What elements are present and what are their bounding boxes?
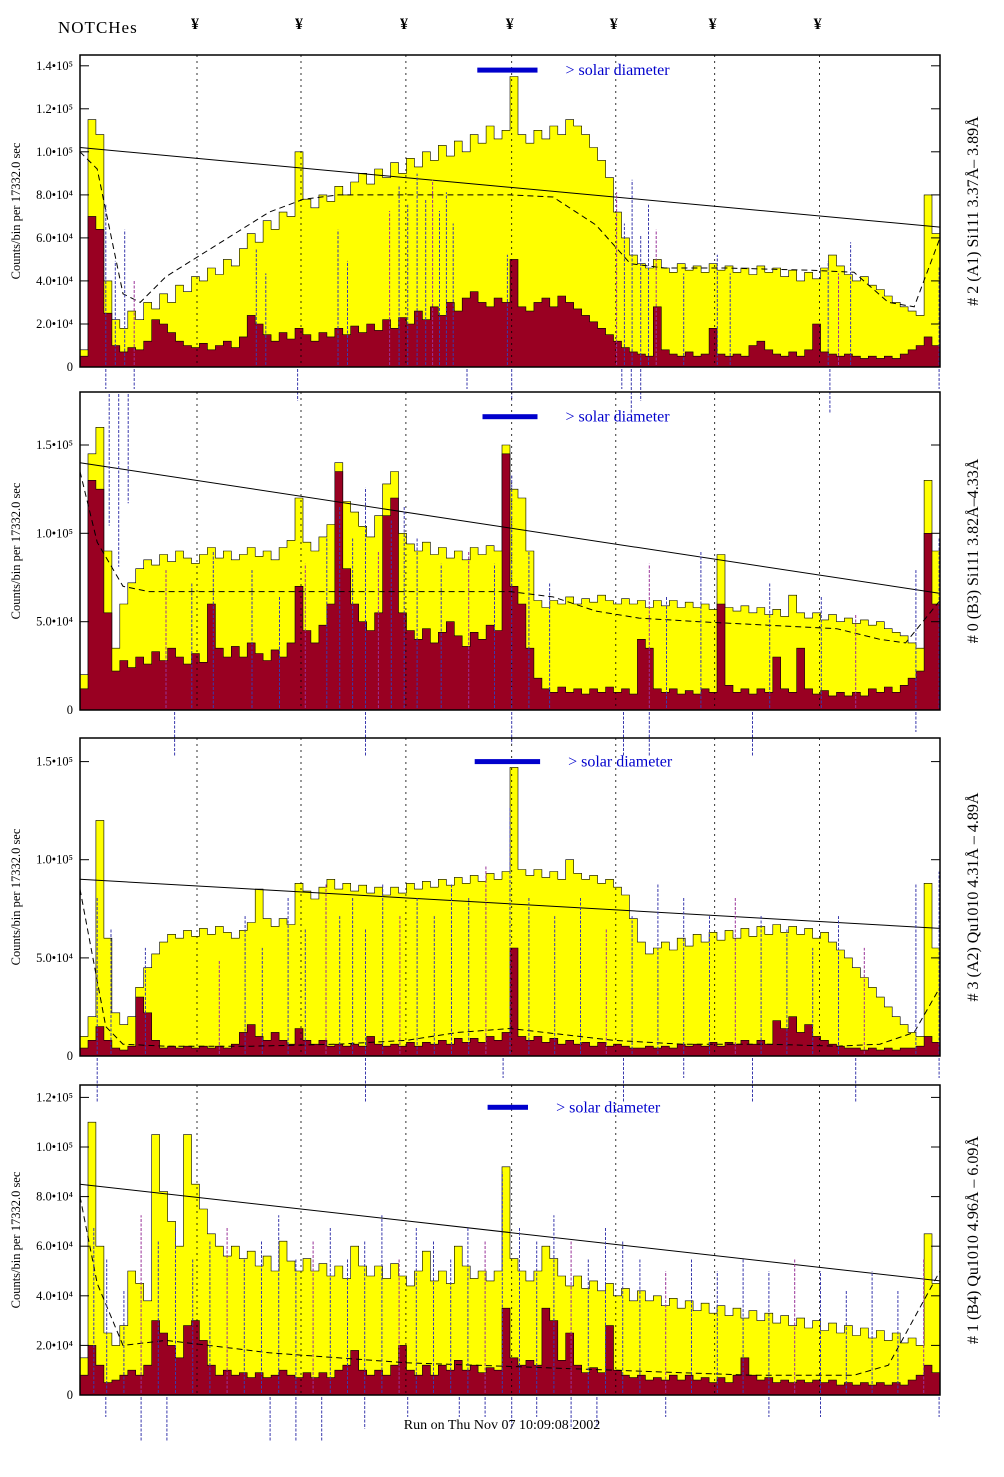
notch-symbol-2: ¥ (399, 16, 408, 33)
histogram-background (79, 1307, 941, 1396)
histogram-background (79, 216, 941, 368)
y-tick-label: 2.0•10⁴ (36, 317, 73, 331)
y-tick-label: 1.2•10⁵ (36, 1090, 73, 1104)
envelope-dashed-line (79, 471, 941, 644)
solar-diameter-label: > solar diameter (566, 409, 671, 426)
panel-plot-2: 1.5•10⁵ 1.0•10⁵ 5.0•10⁴ 0 > solar diameter Co… (9, 737, 982, 1102)
notch-symbol-1: ¥ (295, 16, 304, 33)
panel-plot-0: 1.4•10⁵ 1.2•10⁵ 1.0•10⁵ 8.0•10⁴ 6.0•10⁴ 4.0•1… (9, 54, 982, 413)
spectrum-panel-3: 1.2•10⁵ 1.0•10⁵ 8.0•10⁴ 6.0•10⁴ 4.0•10⁴ 2.0•1… (9, 1084, 982, 1441)
y-tick-label: 8.0•10⁴ (36, 188, 73, 202)
y-tick-label: 1.0•10⁵ (36, 1140, 73, 1154)
y-tick-label: 0 (67, 1049, 73, 1063)
panel-frame (79, 391, 941, 711)
notch-symbol-0: ¥ (190, 16, 199, 33)
trend-line (79, 147, 941, 228)
notch-symbol-3: ¥ (505, 16, 514, 33)
notches-label: NOTCHes (58, 18, 138, 37)
panel-frame (79, 54, 941, 368)
trend-line (79, 462, 941, 594)
y-tick-label: 0 (67, 1388, 73, 1402)
notch-symbol-4: ¥ (609, 16, 618, 33)
y-tick-label: 1.2•10⁵ (36, 102, 73, 116)
y-axis-title: Counts/bin per 17332.0 sec (9, 1171, 23, 1308)
solar-diameter-label: > solar diameter (566, 62, 671, 79)
histogram-total (79, 76, 941, 368)
solar-diameter-bar (482, 414, 538, 420)
envelope-dashed-line (79, 151, 941, 308)
y-axis-title: Counts/bin per 17332.0 sec (9, 828, 23, 965)
channel-label: # 1 (B4) Qu1010 4.96Å – 6.09Å (964, 1136, 982, 1344)
envelope-dashed-line (79, 1196, 941, 1376)
y-tick-label: 5.0•10⁴ (36, 615, 73, 629)
panel-plot-3: 1.2•10⁵ 1.0•10⁵ 8.0•10⁴ 6.0•10⁴ 4.0•10⁴ 2.0•1… (9, 1084, 982, 1441)
histogram-total (79, 1121, 941, 1396)
solar-diameter-bar (474, 759, 541, 765)
solar-diameter-bar (487, 1104, 528, 1110)
y-tick-label: 4.0•10⁴ (36, 274, 73, 288)
panel-frame (79, 737, 941, 1057)
y-tick-label: 4.0•10⁴ (36, 1289, 73, 1303)
y-tick-label: 5.0•10⁴ (36, 951, 73, 965)
y-tick-label: 2.0•10⁴ (36, 1338, 73, 1352)
y-tick-label: 6.0•10⁴ (36, 1239, 73, 1253)
y-tick-label: 8.0•10⁴ (36, 1190, 73, 1204)
histogram-background (79, 453, 941, 711)
solar-diameter-label: > solar diameter (556, 1099, 661, 1116)
solar-diameter-label: > solar diameter (568, 754, 673, 771)
y-tick-label: 0 (67, 360, 73, 374)
spectrum-panel-0: 1.4•10⁵ 1.2•10⁵ 1.0•10⁵ 8.0•10⁴ 6.0•10⁴ 4.0•1… (9, 54, 982, 413)
panel-plot-1: 1.5•10⁵ 1.0•10⁵ 5.0•10⁴ 0 > solar diameter Co… (9, 391, 982, 756)
y-tick-label: 6.0•10⁴ (36, 231, 73, 245)
y-tick-label: 1.0•10⁵ (36, 526, 73, 540)
y-axis-title: Counts/bin per 17332.0 sec (9, 142, 23, 279)
y-axis-title: Counts/bin per 17332.0 sec (9, 482, 23, 619)
channel-label: # 3 (A2) Qu1010 4.31Å – 4.89Å (964, 792, 982, 1001)
y-tick-label: 1.5•10⁵ (36, 755, 73, 769)
y-tick-label: 1.0•10⁵ (36, 145, 73, 159)
channel-label: # 0 (B3) Si111 3.82Å–4.33Å (964, 458, 982, 643)
y-tick-label: 1.0•10⁵ (36, 853, 73, 867)
spectrum-panel-1: 1.5•10⁵ 1.0•10⁵ 5.0•10⁴ 0 > solar diameter Co… (9, 391, 982, 756)
panel-frame (79, 1084, 941, 1396)
envelope-dashed-line (79, 889, 941, 1047)
trend-line (79, 1183, 941, 1282)
notch-symbol-6: ¥ (813, 16, 822, 33)
y-tick-label: 1.4•10⁵ (36, 59, 73, 73)
solar-diameter-bar (477, 67, 538, 73)
notch-symbol-5: ¥ (708, 16, 717, 33)
y-tick-label: 0 (67, 703, 73, 717)
y-tick-label: 1.5•10⁵ (36, 438, 73, 452)
run-timestamp: Run on Thu Nov 07 10:09:08 2002 (403, 1418, 601, 1433)
channel-label: # 2 (A1) Si111 3.37Å– 3.89Å (964, 116, 982, 306)
spectrum-panel-2: 1.5•10⁵ 1.0•10⁵ 5.0•10⁴ 0 > solar diameter Co… (9, 737, 982, 1102)
